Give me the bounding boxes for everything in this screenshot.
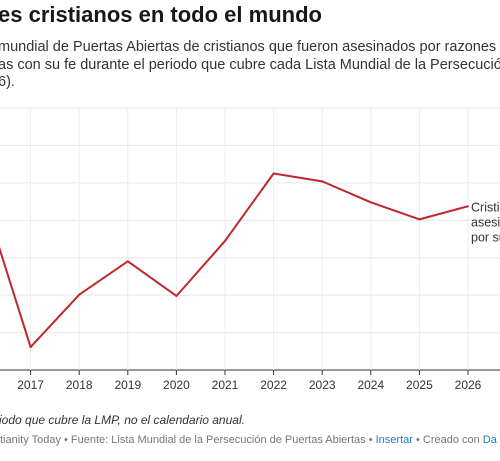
x-tick-label: 2018: [66, 378, 93, 392]
x-tick-label: 2020: [163, 378, 190, 392]
subtitle-line: as con su fe durante el periodo que cubr…: [0, 56, 500, 73]
x-tick-label: 2026: [455, 378, 482, 392]
data-point: [467, 205, 469, 208]
subtitle-line: 6).: [0, 74, 15, 90]
data-point: [126, 260, 129, 263]
series-end-label-line: Cristi: [471, 200, 499, 214]
x-tick-label: 2017: [17, 378, 44, 392]
chart-series: [0, 172, 469, 349]
chart-subtitle: mundial de Puertas Abiertas de cristiano…: [0, 39, 500, 92]
series-end-label-line: por su: [471, 230, 500, 244]
x-tick-label: 2019: [114, 378, 141, 392]
data-point: [418, 218, 421, 221]
chart-footer: tianity Today • Fuente: Lista Mundial de…: [0, 434, 497, 446]
x-tick-label: 2021: [212, 378, 239, 392]
data-point: [224, 239, 226, 242]
data-point: [29, 346, 32, 349]
subtitle-line: mundial de Puertas Abiertas de cristiano…: [0, 39, 497, 55]
footer-source: tianity Today • Fuente: Lista Mundial de…: [0, 434, 376, 446]
data-point: [321, 180, 324, 183]
x-tick-label: 2022: [260, 378, 287, 392]
data-point: [175, 294, 178, 297]
data-point: [78, 293, 81, 296]
series-line: [0, 172, 469, 349]
chart-title: es cristianos en todo el mundo: [0, 2, 322, 27]
datawrapper-link[interactable]: Da: [482, 434, 497, 446]
chart-grid: [0, 107, 500, 371]
chart-note: iodo que cubre la LMP, no el calendario …: [0, 413, 245, 427]
x-tick-label: 2023: [309, 378, 336, 392]
x-axis-ticks: 2017 2018 2019 2020 2021 2022 2023 2024 2025 2026: [17, 370, 482, 392]
insert-link[interactable]: Insertar: [375, 434, 413, 446]
footer-created: • Creado con: [412, 434, 483, 446]
x-tick-label: 2025: [406, 378, 433, 392]
data-point: [272, 172, 275, 175]
x-tick-label: 2024: [357, 378, 384, 392]
data-point: [369, 201, 372, 204]
series-end-label-line: asesi: [471, 215, 500, 229]
